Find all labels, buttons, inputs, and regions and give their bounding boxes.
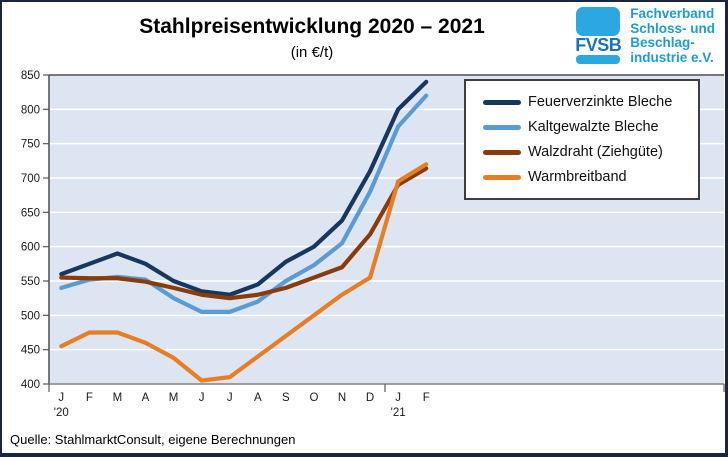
x-axis-label: M (113, 392, 123, 404)
legend-swatch (483, 174, 521, 180)
logo-text-line: Schloss- und (630, 20, 715, 36)
chart-subtitle: (in €/t) (290, 44, 334, 61)
x-axis-label: A (142, 392, 150, 404)
y-axis-label: 550 (21, 276, 40, 288)
y-axis-label: 450 (21, 345, 40, 357)
legend-item: Feuerverzinkte Bleche (483, 94, 692, 110)
legend-item: Walzdraht (Ziehgüte) (483, 144, 692, 160)
y-axis-label: 750 (21, 139, 40, 151)
legend-label: Walzdraht (Ziehgüte) (528, 144, 663, 160)
legend-item: Kaltgewalzte Bleche (483, 119, 692, 135)
series-line-warmbreitband (59, 162, 429, 383)
logo-bar-icon (576, 55, 621, 64)
logo-text-line: industrie e.V. (630, 49, 714, 65)
legend-label: Feuerverzinkte Bleche (528, 94, 673, 110)
x-axis-year-label: '21 (391, 407, 406, 419)
x-axis-label: J (395, 392, 401, 404)
legend-swatch (483, 149, 521, 155)
legend-label: Warmbreitband (528, 169, 627, 185)
x-axis-label: J (199, 392, 205, 404)
y-axis-label: 600 (21, 242, 40, 254)
legend-item: Warmbreitband (483, 169, 692, 185)
x-axis-label: F (86, 392, 93, 404)
fvsb-logo: FVSB Fachverband Schloss- und Beschlag- … (575, 6, 715, 65)
logo-abbr: FVSB (575, 35, 622, 55)
x-axis-label: D (366, 392, 374, 404)
x-axis-label: S (282, 392, 290, 404)
fvsb-logo-text: Fachverband Schloss- und Beschlag- indus… (630, 6, 715, 65)
y-axis-label: 650 (21, 207, 40, 219)
source-note: Quelle: StahlmarktConsult, eigene Berech… (10, 432, 296, 447)
x-axis-year-label: '20 (54, 407, 69, 419)
y-axis-label: 700 (21, 173, 40, 185)
legend-swatch (483, 124, 521, 130)
x-axis-label: J (58, 392, 64, 404)
x-axis-label: F (423, 392, 430, 404)
chart-title: Stahlpreisentwicklung 2020 – 2021 (139, 15, 485, 38)
legend-swatch (483, 99, 521, 105)
legend-label: Kaltgewalzte Bleche (528, 119, 659, 135)
logo-block-icon (576, 7, 621, 36)
y-axis-label: 850 (21, 70, 40, 82)
series-line-walzdraht-ziehg-te (59, 166, 429, 301)
x-axis-label: M (169, 392, 179, 404)
logo-text-line: Fachverband (630, 6, 715, 21)
x-axis-label: A (254, 392, 262, 404)
y-axis-label: 800 (21, 104, 40, 116)
x-axis-label: O (309, 392, 318, 404)
x-axis-label: J (227, 392, 233, 404)
chart-legend: Feuerverzinkte Bleche Kaltgewalzte Bleche… (464, 79, 700, 200)
fvsb-logo-icon: FVSB (575, 7, 622, 64)
series-line-feuerverzinkte-bleche (59, 79, 429, 297)
x-axis-label: N (338, 392, 346, 404)
y-axis-label: 500 (21, 310, 40, 322)
logo-text-line: Beschlag- (630, 35, 695, 50)
y-axis-label: 400 (21, 379, 40, 391)
